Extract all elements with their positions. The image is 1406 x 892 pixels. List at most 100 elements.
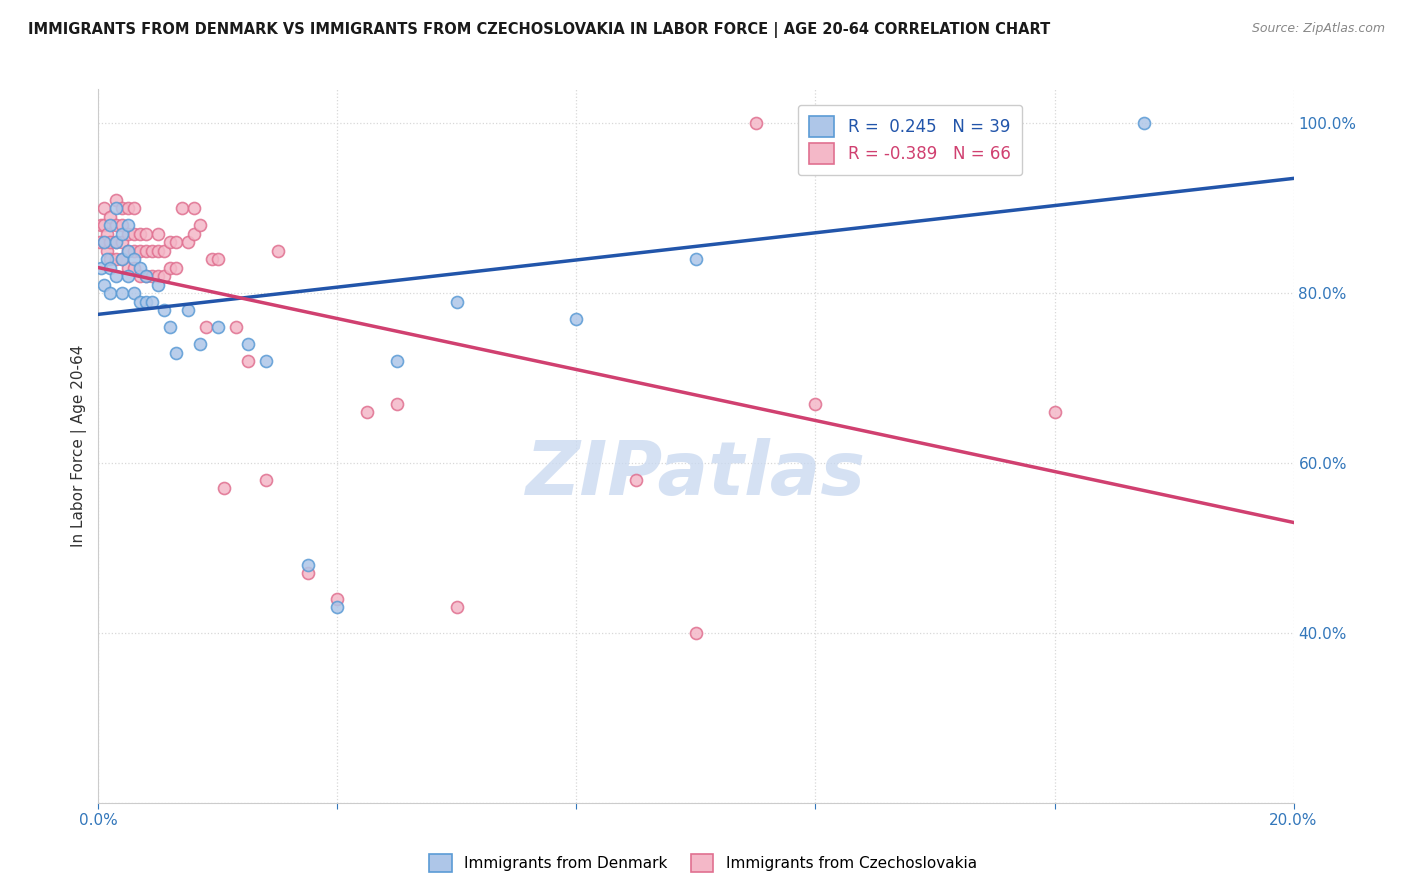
Point bbox=[105, 269, 128, 284]
Point bbox=[124, 227, 146, 241]
Point bbox=[100, 210, 122, 224]
Point bbox=[254, 473, 277, 487]
Point bbox=[141, 294, 163, 309]
Point bbox=[100, 260, 122, 275]
Point bbox=[165, 235, 187, 249]
Point bbox=[326, 600, 349, 615]
Point bbox=[804, 396, 827, 410]
Point bbox=[105, 218, 128, 232]
Point bbox=[236, 337, 259, 351]
Point bbox=[159, 320, 181, 334]
Point bbox=[96, 227, 118, 241]
Point bbox=[626, 473, 648, 487]
Point bbox=[117, 227, 139, 241]
Point bbox=[172, 201, 194, 215]
Point bbox=[135, 227, 157, 241]
Point bbox=[446, 600, 468, 615]
Point bbox=[105, 235, 128, 249]
Point bbox=[124, 201, 146, 215]
Point bbox=[159, 235, 181, 249]
Point bbox=[129, 227, 152, 241]
Point bbox=[267, 244, 290, 258]
Point bbox=[188, 337, 211, 351]
Point bbox=[93, 235, 115, 249]
Point bbox=[201, 252, 224, 266]
Point bbox=[385, 354, 409, 368]
Point bbox=[165, 260, 187, 275]
Point bbox=[1133, 116, 1156, 130]
Point bbox=[117, 244, 139, 258]
Y-axis label: In Labor Force | Age 20-64: In Labor Force | Age 20-64 bbox=[72, 345, 87, 547]
Point bbox=[565, 311, 588, 326]
Point bbox=[93, 218, 115, 232]
Point bbox=[129, 294, 152, 309]
Point bbox=[96, 244, 118, 258]
Point bbox=[195, 320, 218, 334]
Point bbox=[100, 218, 122, 232]
Point bbox=[135, 244, 157, 258]
Legend: Immigrants from Denmark, Immigrants from Czechoslovakia: Immigrants from Denmark, Immigrants from… bbox=[422, 846, 984, 880]
Legend: R =  0.245   N = 39, R = -0.389   N = 66: R = 0.245 N = 39, R = -0.389 N = 66 bbox=[797, 104, 1022, 176]
Text: IMMIGRANTS FROM DENMARK VS IMMIGRANTS FROM CZECHOSLOVAKIA IN LABOR FORCE | AGE 2: IMMIGRANTS FROM DENMARK VS IMMIGRANTS FR… bbox=[28, 22, 1050, 38]
Point bbox=[117, 244, 139, 258]
Point bbox=[141, 244, 163, 258]
Text: ZIPatlas: ZIPatlas bbox=[526, 438, 866, 511]
Point bbox=[111, 201, 134, 215]
Point bbox=[124, 244, 146, 258]
Point bbox=[105, 252, 128, 266]
Point bbox=[236, 354, 259, 368]
Point bbox=[207, 320, 229, 334]
Point bbox=[90, 218, 112, 232]
Point bbox=[90, 260, 112, 275]
Point bbox=[111, 252, 134, 266]
Point bbox=[93, 277, 115, 292]
Point bbox=[100, 252, 122, 266]
Point bbox=[111, 227, 134, 241]
Point bbox=[183, 227, 205, 241]
Point bbox=[111, 286, 134, 301]
Point bbox=[93, 235, 115, 249]
Point bbox=[100, 286, 122, 301]
Point bbox=[177, 303, 200, 318]
Point bbox=[117, 218, 139, 232]
Point bbox=[254, 354, 277, 368]
Point bbox=[685, 626, 707, 640]
Point bbox=[129, 260, 152, 275]
Point bbox=[129, 244, 152, 258]
Point bbox=[165, 345, 187, 359]
Point bbox=[124, 260, 146, 275]
Point bbox=[105, 193, 128, 207]
Point bbox=[153, 244, 176, 258]
Point bbox=[100, 235, 122, 249]
Point bbox=[207, 252, 229, 266]
Point bbox=[135, 294, 157, 309]
Point bbox=[297, 558, 319, 572]
Point bbox=[93, 201, 115, 215]
Text: Source: ZipAtlas.com: Source: ZipAtlas.com bbox=[1251, 22, 1385, 36]
Point bbox=[446, 294, 468, 309]
Point bbox=[148, 277, 170, 292]
Point bbox=[225, 320, 247, 334]
Point bbox=[117, 201, 139, 215]
Point bbox=[135, 269, 157, 284]
Point bbox=[153, 303, 176, 318]
Point bbox=[117, 260, 139, 275]
Point bbox=[96, 252, 118, 266]
Point bbox=[177, 235, 200, 249]
Point bbox=[148, 269, 170, 284]
Point bbox=[385, 396, 409, 410]
Point bbox=[148, 227, 170, 241]
Point bbox=[89, 235, 111, 249]
Point bbox=[135, 269, 157, 284]
Point bbox=[124, 252, 146, 266]
Point bbox=[129, 269, 152, 284]
Point bbox=[153, 269, 176, 284]
Point bbox=[141, 269, 163, 284]
Point bbox=[297, 566, 319, 581]
Point bbox=[212, 482, 235, 496]
Point bbox=[326, 591, 349, 606]
Point bbox=[1043, 405, 1066, 419]
Point bbox=[183, 201, 205, 215]
Point bbox=[745, 116, 768, 130]
Point bbox=[356, 405, 378, 419]
